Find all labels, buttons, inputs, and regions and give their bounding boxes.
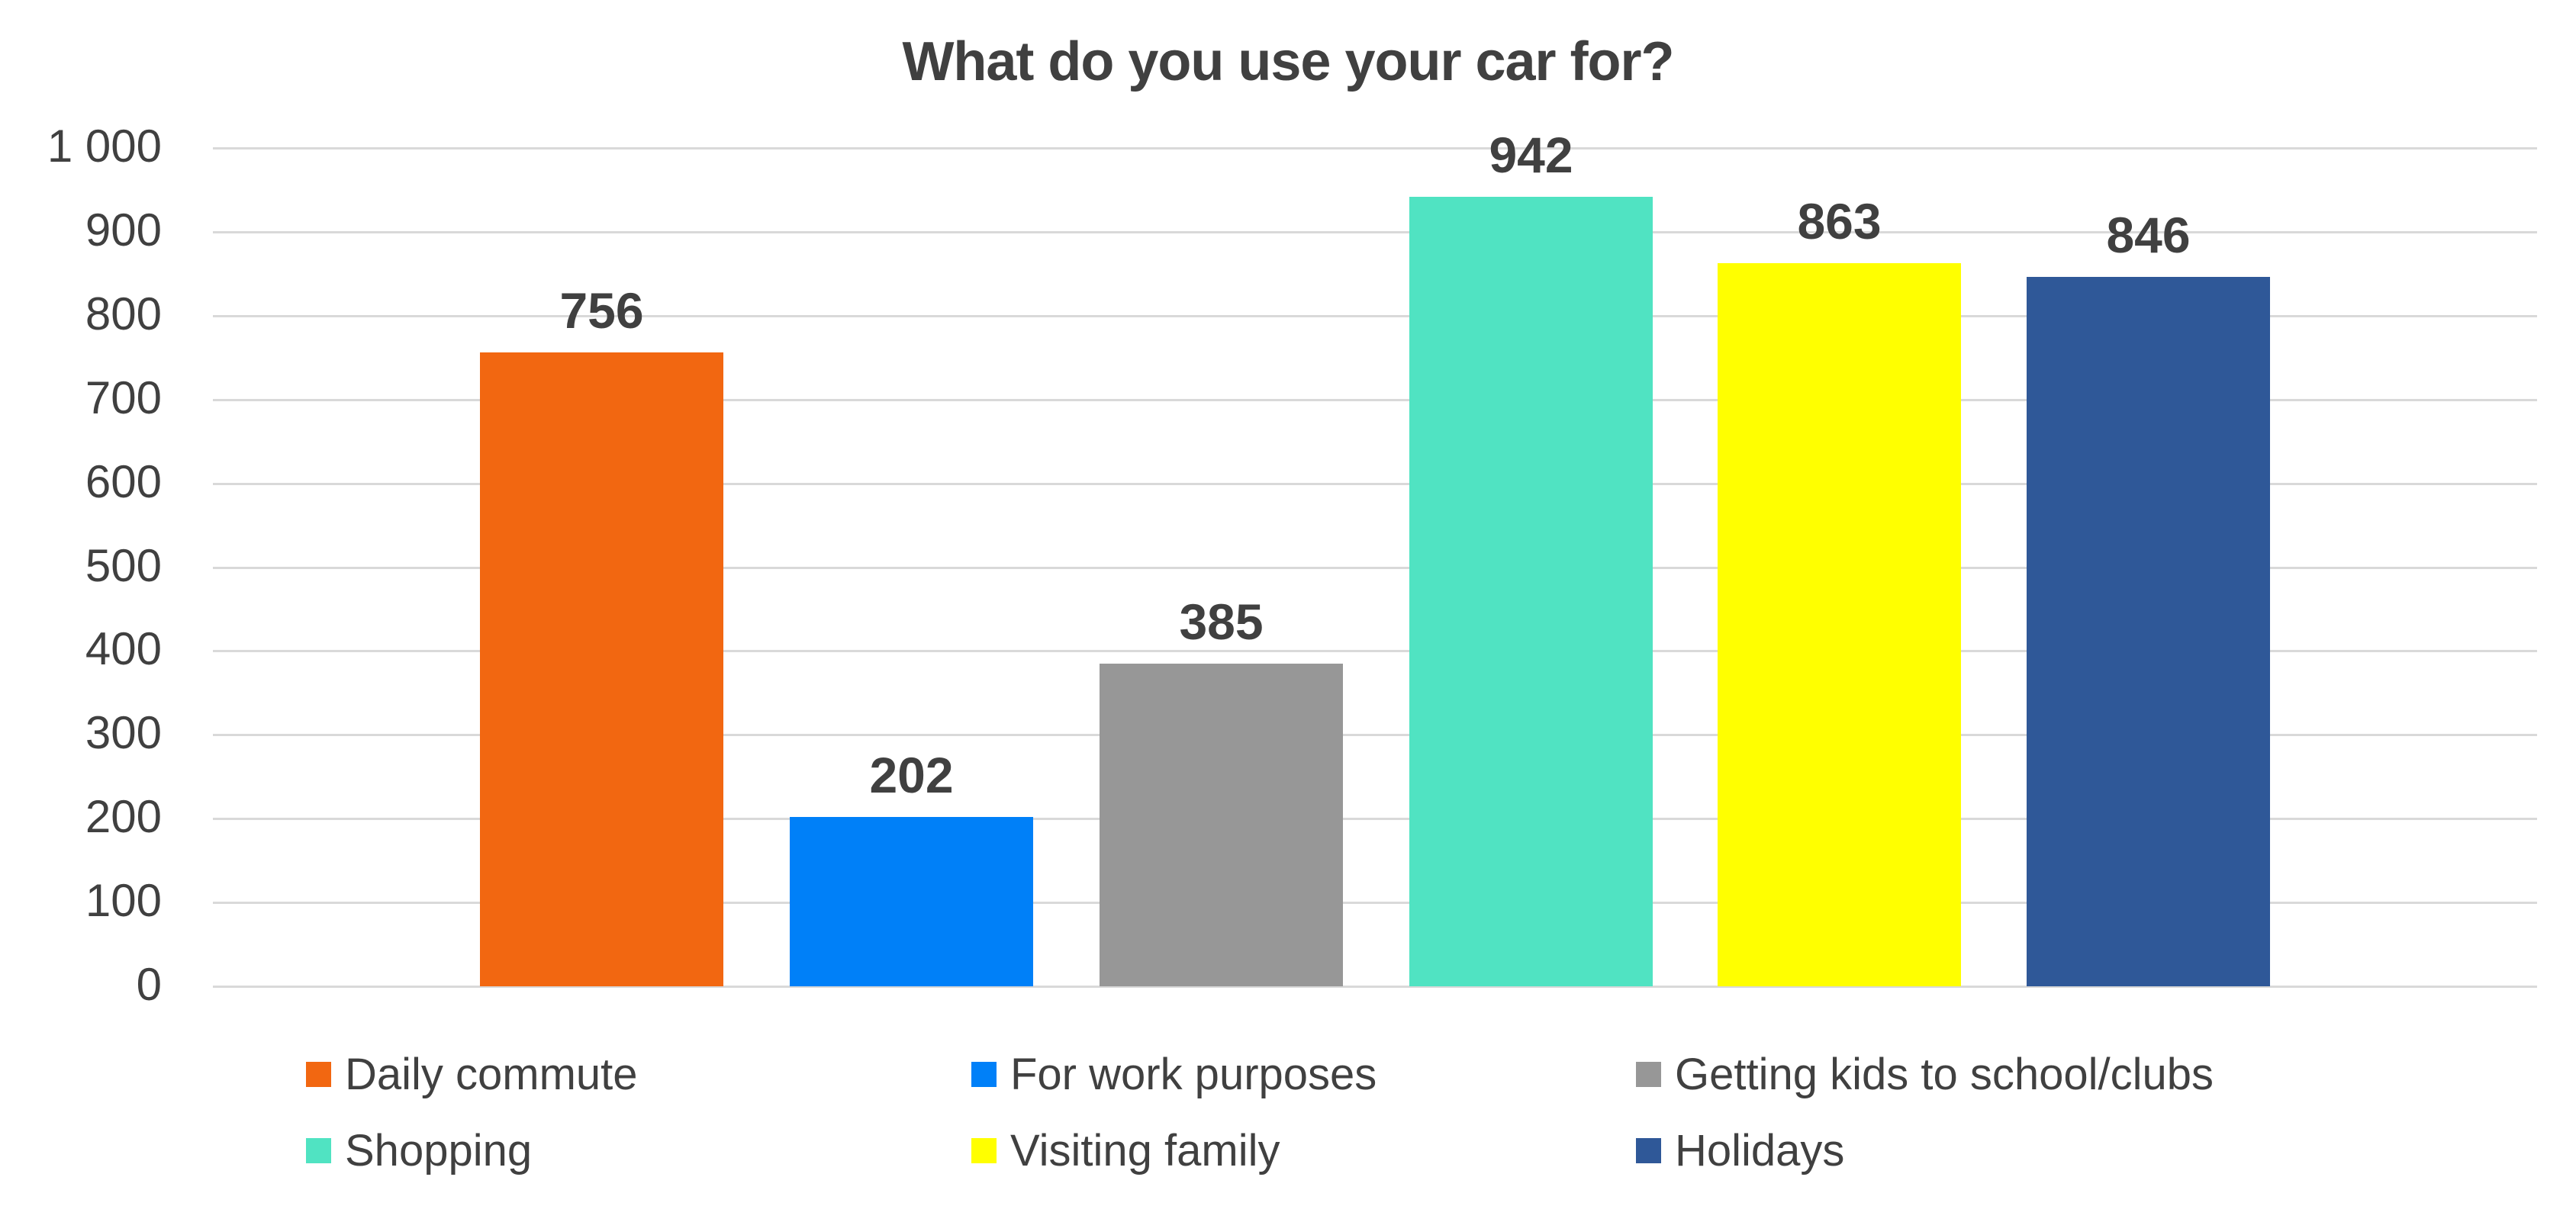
- legend-swatch-icon: [971, 1061, 997, 1087]
- bar-value-label: 756: [559, 282, 644, 339]
- y-tick-label: 700: [85, 371, 162, 423]
- gridline: [213, 566, 2537, 569]
- legend-item: Daily commute: [306, 1049, 638, 1099]
- bar-value-label: 846: [2106, 207, 2191, 264]
- bar-value-label: 863: [1797, 192, 1882, 249]
- y-tick-label: 600: [85, 455, 162, 507]
- gridline: [213, 398, 2537, 401]
- legend-item: Shopping: [306, 1125, 533, 1175]
- legend-label: Shopping: [345, 1125, 533, 1175]
- gridline: [213, 986, 2537, 988]
- y-tick-label: 100: [85, 875, 162, 927]
- legend-label: Visiting family: [1010, 1125, 1280, 1175]
- legend-swatch-icon: [306, 1137, 331, 1163]
- bar: [1409, 196, 1653, 986]
- bar-value-label: 385: [1179, 593, 1264, 650]
- plot-area: 756 202 385 942 863 846: [213, 0, 2537, 1206]
- bar: [2027, 277, 2270, 986]
- gridline: [213, 147, 2537, 150]
- legend-swatch-icon: [1636, 1137, 1661, 1163]
- bar-value-label: 202: [869, 747, 954, 803]
- legend-label: For work purposes: [1010, 1049, 1377, 1099]
- y-tick-label: 400: [85, 623, 162, 675]
- legend-swatch-icon: [1636, 1061, 1661, 1087]
- gridline: [213, 902, 2537, 905]
- legend-swatch-icon: [971, 1137, 997, 1163]
- chart-title: What do you use your car for?: [902, 31, 1674, 92]
- gridline: [213, 482, 2537, 485]
- y-tick-label: 900: [85, 204, 162, 256]
- legend-label: Daily commute: [345, 1049, 638, 1099]
- gridline: [213, 230, 2537, 233]
- gridline: [213, 650, 2537, 653]
- gridline: [213, 818, 2537, 821]
- legend-swatch-icon: [306, 1061, 331, 1087]
- y-tick-label: 1 000: [47, 121, 162, 172]
- y-tick-label: 200: [85, 791, 162, 843]
- bar-value-label: 942: [1489, 126, 1573, 183]
- legend-label: Getting kids to school/clubs: [1675, 1049, 2214, 1099]
- bar: [790, 817, 1033, 986]
- y-tick-label: 500: [85, 539, 162, 591]
- legend-item: Getting kids to school/clubs: [1636, 1049, 2214, 1099]
- legend-item: Visiting family: [971, 1125, 1280, 1175]
- legend-label: Holidays: [1675, 1125, 1845, 1175]
- legend-item: For work purposes: [971, 1049, 1377, 1099]
- y-tick-label: 0: [136, 959, 162, 1010]
- bar: [480, 352, 723, 986]
- bar: [1100, 663, 1343, 986]
- gridline: [213, 314, 2537, 317]
- gridline: [213, 734, 2537, 737]
- bar: [1718, 262, 1961, 986]
- legend-item: Holidays: [1636, 1125, 1845, 1175]
- y-tick-label: 800: [85, 288, 162, 339]
- y-tick-label: 300: [85, 707, 162, 759]
